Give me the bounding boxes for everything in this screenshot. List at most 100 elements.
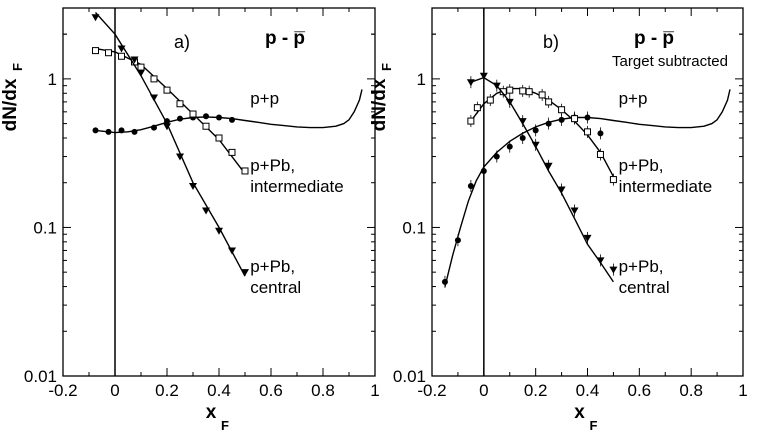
x-tick-label: 0.6 (259, 381, 283, 400)
y-tick-label: 0.1 (33, 218, 57, 237)
x-axis-label-subscript: F (221, 418, 229, 433)
x-tick-label: 0.2 (155, 381, 179, 400)
y-tick-label: 1 (417, 70, 426, 89)
series-p-pb-central (466, 69, 618, 283)
series-curve (95, 47, 246, 175)
data-point (151, 124, 157, 131)
data-point (137, 63, 145, 71)
y-tick-label: 0.01 (393, 367, 426, 386)
data-point (597, 130, 604, 137)
data-point (570, 207, 579, 215)
y-axis-label-subscript: F (10, 63, 25, 71)
data-point (583, 234, 592, 242)
data-point (506, 143, 513, 150)
series-label: p+Pb, (250, 257, 295, 276)
x-axis-label: x (574, 402, 585, 423)
x-tick-label: 0.4 (576, 381, 600, 400)
data-point (150, 75, 158, 83)
series-curve (470, 76, 614, 283)
data-point (163, 123, 171, 131)
x-tick-label: -0.2 (417, 381, 446, 400)
data-point (229, 116, 235, 123)
series-p-pb-intermediate (467, 84, 617, 186)
x-axis-label-subscript: F (590, 418, 598, 433)
data-point (130, 56, 139, 64)
data-point (596, 257, 605, 265)
panel-tag: a) (174, 32, 190, 52)
x-tick-label: 0.4 (207, 381, 231, 400)
data-point (92, 127, 99, 134)
series-label: central (250, 278, 301, 297)
data-point (584, 114, 591, 121)
data-point (202, 207, 210, 215)
data-point (117, 45, 126, 53)
data-point (176, 153, 184, 161)
data-point (518, 118, 527, 126)
x-tick-label: 0 (110, 381, 119, 400)
data-point (150, 94, 158, 102)
data-point (486, 96, 494, 104)
series-label: intermediate (619, 177, 713, 196)
data-point (118, 127, 125, 134)
data-point (216, 114, 222, 121)
x-tick-label: 0.6 (628, 381, 652, 400)
x-tick-label: 0.2 (524, 381, 548, 400)
series-p-pb-central (91, 12, 249, 277)
series-label: p+Pb, (250, 156, 295, 175)
data-point (118, 52, 125, 60)
data-point (480, 167, 487, 174)
data-point (163, 86, 171, 94)
data-point (228, 148, 236, 156)
data-point (467, 117, 475, 125)
data-point (545, 120, 552, 127)
data-point (137, 69, 145, 77)
data-point (519, 134, 526, 141)
x-tick-label: 0.8 (679, 381, 703, 400)
data-point (538, 91, 546, 99)
data-point (176, 100, 184, 108)
y-tick-label: 0.01 (24, 367, 57, 386)
series-label: p+Pb, (619, 156, 664, 175)
data-point (532, 127, 539, 134)
series-label: intermediate (250, 177, 344, 196)
data-point (177, 115, 183, 122)
data-point (189, 110, 197, 118)
data-point (558, 116, 565, 123)
data-point (131, 128, 138, 135)
series-label: central (619, 278, 670, 297)
chart-subtitle: Target subtracted (612, 53, 728, 70)
series-p-p (92, 89, 363, 135)
series-p-pb-intermediate (92, 47, 249, 175)
series-p-p (441, 89, 731, 288)
data-point (105, 128, 112, 135)
y-tick-label: 1 (48, 70, 57, 89)
data-point (492, 82, 501, 90)
data-point (454, 237, 461, 244)
data-point (189, 183, 197, 191)
data-point (466, 79, 475, 87)
data-point (584, 128, 591, 136)
series-curve (95, 89, 363, 134)
data-point (91, 14, 100, 22)
x-axis-label: x (206, 402, 217, 423)
data-point (441, 278, 448, 285)
data-point (557, 186, 566, 194)
data-point (203, 113, 209, 120)
x-tick-label: 1 (370, 381, 379, 400)
y-axis-label-group: dN/dx F (0, 63, 25, 131)
series-label: p+p (250, 89, 279, 108)
x-tick-label: 0.8 (311, 381, 335, 400)
data-point (215, 134, 223, 142)
y-axis-label: dN/dx (0, 78, 21, 131)
data-point (609, 266, 618, 274)
data-point (202, 122, 210, 130)
series-label: p+p (619, 89, 648, 108)
y-axis-label: dN/dx (369, 78, 390, 131)
data-point (596, 150, 604, 158)
chart-title: p - p̅ (265, 28, 306, 49)
chart-title: p - p̅ (634, 28, 675, 49)
data-point (479, 72, 488, 80)
data-point (92, 47, 99, 55)
